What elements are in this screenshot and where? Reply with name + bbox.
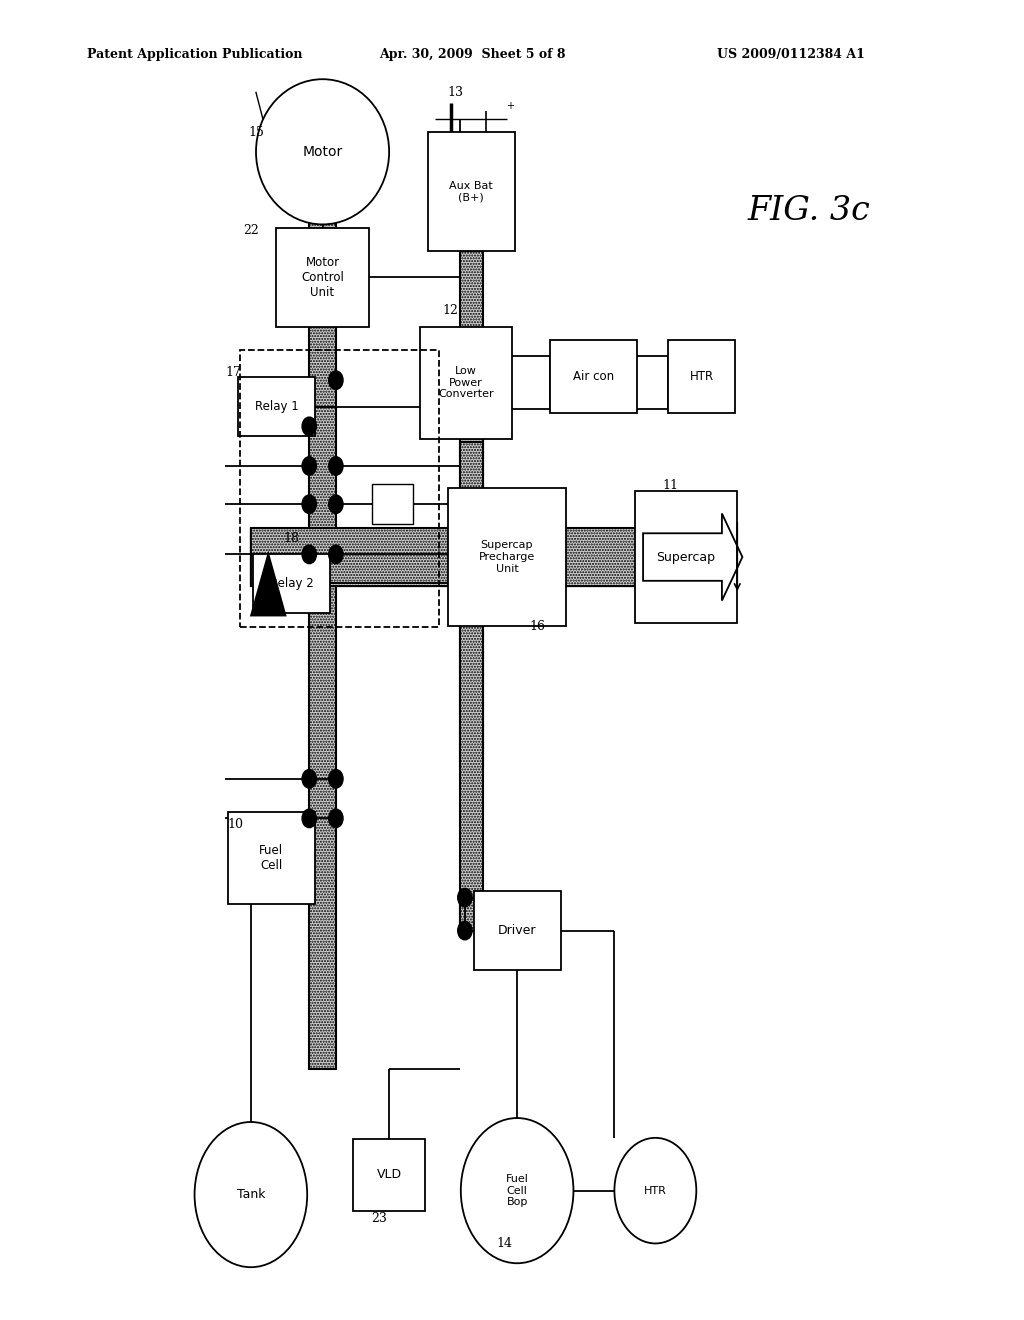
Circle shape <box>329 495 343 513</box>
Text: US 2009/0112384 A1: US 2009/0112384 A1 <box>717 48 864 61</box>
Text: Air con: Air con <box>573 370 614 383</box>
Text: Supercap
Precharge
Unit: Supercap Precharge Unit <box>479 540 535 574</box>
Text: FIG. 3c: FIG. 3c <box>748 195 870 227</box>
Text: Relay 2: Relay 2 <box>270 577 313 590</box>
Text: HTR: HTR <box>689 370 714 383</box>
Text: 18: 18 <box>284 532 300 545</box>
Text: VLD: VLD <box>377 1168 401 1181</box>
Bar <box>253 553 330 612</box>
Text: 17: 17 <box>225 366 242 379</box>
Circle shape <box>329 770 343 788</box>
Text: 13: 13 <box>447 86 464 99</box>
Bar <box>669 339 735 412</box>
Circle shape <box>458 921 472 940</box>
Polygon shape <box>250 550 287 616</box>
Text: 11: 11 <box>663 479 679 492</box>
Text: 14: 14 <box>497 1237 513 1250</box>
Bar <box>420 327 512 438</box>
Text: Patent Application Publication: Patent Application Publication <box>87 48 302 61</box>
Text: Aux Bat
(B+): Aux Bat (B+) <box>450 181 493 202</box>
Circle shape <box>458 888 472 907</box>
Bar <box>635 491 737 623</box>
Text: Tank: Tank <box>237 1188 265 1201</box>
Text: 22: 22 <box>243 224 259 238</box>
Circle shape <box>302 457 316 475</box>
Text: Motor
Control
Unit: Motor Control Unit <box>301 256 344 298</box>
Circle shape <box>329 371 343 389</box>
Ellipse shape <box>256 79 389 224</box>
Ellipse shape <box>614 1138 696 1243</box>
Text: 16: 16 <box>529 620 546 634</box>
Bar <box>227 812 315 904</box>
Text: Apr. 30, 2009  Sheet 5 of 8: Apr. 30, 2009 Sheet 5 of 8 <box>379 48 565 61</box>
Circle shape <box>329 809 343 828</box>
Circle shape <box>302 545 316 564</box>
Bar <box>240 350 439 627</box>
Bar <box>276 227 369 326</box>
Bar <box>473 891 561 970</box>
Text: Motor: Motor <box>302 145 343 158</box>
Text: +: + <box>506 100 514 111</box>
Circle shape <box>302 809 316 828</box>
Bar <box>460 442 483 931</box>
Polygon shape <box>251 502 732 612</box>
Bar <box>238 378 315 436</box>
Bar <box>551 339 637 412</box>
Bar <box>353 1138 425 1212</box>
Text: 23: 23 <box>371 1212 387 1225</box>
Circle shape <box>302 770 316 788</box>
Text: 12: 12 <box>442 304 459 317</box>
Bar <box>449 488 565 627</box>
Ellipse shape <box>195 1122 307 1267</box>
Text: Fuel
Cell
Bop: Fuel Cell Bop <box>506 1173 528 1208</box>
Bar <box>428 132 515 251</box>
Bar <box>309 218 336 1069</box>
Text: Fuel
Cell: Fuel Cell <box>259 843 284 873</box>
Text: 10: 10 <box>227 818 244 832</box>
Text: 15: 15 <box>248 125 264 139</box>
Text: Low
Power
Converter: Low Power Converter <box>438 366 494 400</box>
Circle shape <box>302 495 316 513</box>
Bar <box>460 251 483 766</box>
Bar <box>372 484 413 524</box>
Text: Driver: Driver <box>498 924 537 937</box>
Bar <box>460 898 548 931</box>
Text: Relay 1: Relay 1 <box>255 400 298 413</box>
Circle shape <box>329 545 343 564</box>
Text: Supercap: Supercap <box>656 550 716 564</box>
Text: HTR: HTR <box>644 1185 667 1196</box>
Ellipse shape <box>461 1118 573 1263</box>
Circle shape <box>302 417 316 436</box>
Circle shape <box>329 457 343 475</box>
